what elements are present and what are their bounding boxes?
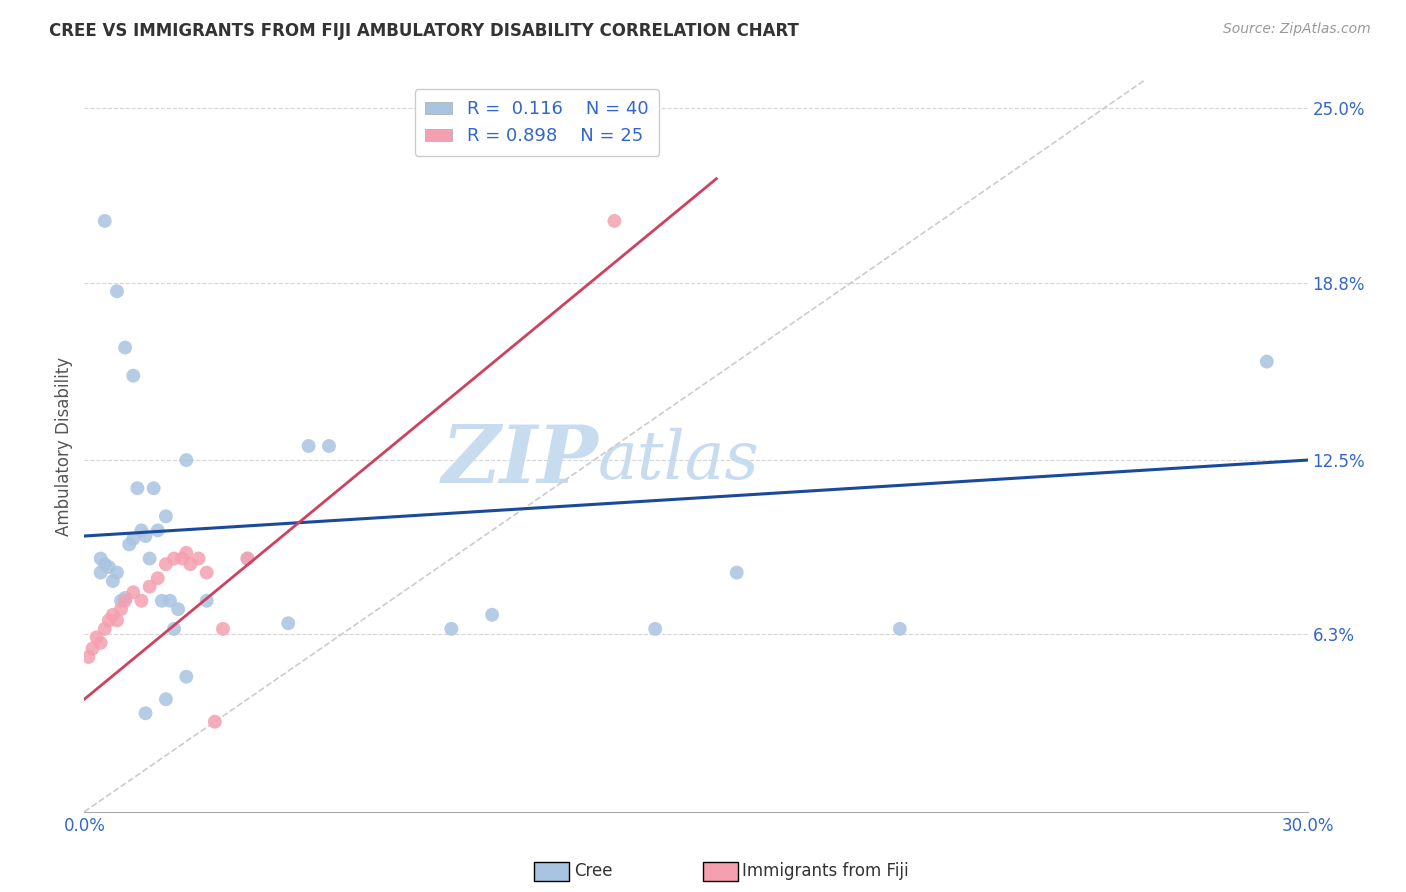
- Point: [90, 566, 112, 580]
- Point: [318, 439, 340, 453]
- Point: [101, 607, 124, 622]
- Point: [93, 214, 115, 228]
- Point: [101, 574, 124, 588]
- Point: [236, 551, 259, 566]
- Legend: R =  0.116    N = 40, R = 0.898    N = 25: R = 0.116 N = 40, R = 0.898 N = 25: [415, 89, 659, 156]
- Point: [725, 566, 748, 580]
- Point: [86, 630, 108, 644]
- Point: [135, 529, 157, 543]
- Point: [1256, 354, 1278, 368]
- Text: CREE VS IMMIGRANTS FROM FIJI AMBULATORY DISABILITY CORRELATION CHART: CREE VS IMMIGRANTS FROM FIJI AMBULATORY …: [49, 22, 799, 40]
- Point: [105, 285, 128, 299]
- Point: [142, 481, 165, 495]
- Point: [114, 341, 136, 355]
- Text: Cree: Cree: [574, 863, 612, 880]
- Point: [163, 622, 186, 636]
- Point: [195, 593, 218, 607]
- Point: [212, 622, 235, 636]
- Point: [277, 616, 299, 631]
- Point: [146, 571, 169, 585]
- Point: [131, 593, 153, 607]
- Point: [174, 670, 197, 684]
- Point: [179, 557, 201, 571]
- Point: [159, 593, 181, 607]
- Point: [114, 591, 136, 605]
- Point: [93, 557, 115, 571]
- Point: [131, 524, 153, 538]
- Point: [174, 546, 197, 560]
- Point: [122, 368, 145, 383]
- Point: [122, 532, 145, 546]
- Point: [481, 607, 503, 622]
- Point: [172, 551, 194, 566]
- Point: [110, 602, 132, 616]
- Point: [93, 622, 115, 636]
- Point: [167, 602, 190, 616]
- Point: [110, 593, 132, 607]
- Point: [155, 692, 177, 706]
- Point: [127, 481, 149, 495]
- Point: [150, 593, 173, 607]
- Point: [155, 509, 177, 524]
- Point: [114, 593, 136, 607]
- Point: [122, 585, 145, 599]
- Point: [298, 439, 321, 453]
- Point: [644, 622, 666, 636]
- Point: [174, 453, 197, 467]
- Point: [138, 580, 160, 594]
- Point: [603, 214, 626, 228]
- Point: [77, 650, 100, 665]
- Point: [90, 551, 112, 566]
- Point: [155, 557, 177, 571]
- Point: [163, 551, 186, 566]
- Text: Immigrants from Fiji: Immigrants from Fiji: [742, 863, 910, 880]
- Point: [105, 614, 128, 628]
- Point: [90, 636, 112, 650]
- Y-axis label: Ambulatory Disability: Ambulatory Disability: [55, 357, 73, 535]
- Point: [135, 706, 157, 721]
- Point: [82, 641, 104, 656]
- Point: [97, 614, 120, 628]
- Point: [187, 551, 209, 566]
- Point: [118, 537, 141, 551]
- Point: [146, 524, 169, 538]
- Point: [105, 566, 128, 580]
- Point: [889, 622, 911, 636]
- Text: Source: ZipAtlas.com: Source: ZipAtlas.com: [1223, 22, 1371, 37]
- Point: [138, 551, 160, 566]
- Text: ZIP: ZIP: [441, 422, 598, 500]
- Point: [195, 566, 218, 580]
- Point: [204, 714, 226, 729]
- Text: atlas: atlas: [598, 428, 759, 493]
- Point: [97, 560, 120, 574]
- Point: [236, 551, 259, 566]
- Point: [440, 622, 463, 636]
